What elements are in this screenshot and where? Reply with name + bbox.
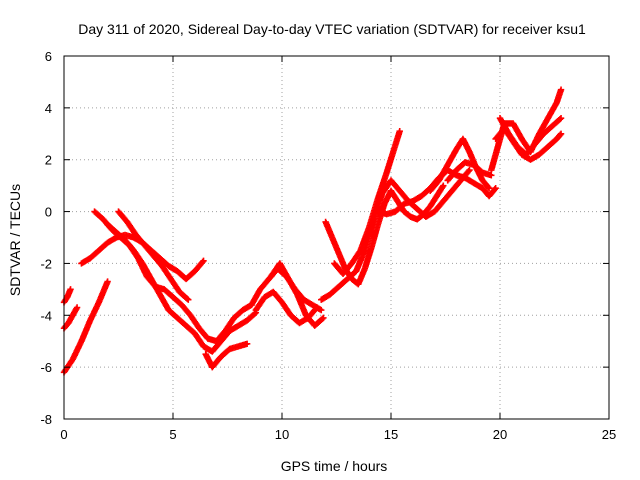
data-point (465, 168, 472, 175)
y-tick-label: 4 (45, 101, 52, 116)
grid (64, 56, 609, 419)
data-point (199, 258, 206, 266)
x-tick-label: 25 (602, 427, 616, 442)
series-trace-17 (444, 159, 495, 184)
data-point (183, 295, 191, 302)
data-point (557, 130, 565, 137)
x-tick-label: 20 (493, 427, 507, 442)
y-tick-label: 0 (45, 205, 52, 220)
data-point (557, 86, 565, 93)
y-tick-label: -6 (40, 360, 52, 375)
data-point (320, 314, 327, 322)
series-trace-10 (252, 288, 321, 327)
chart-title: Day 311 of 2020, Sidereal Day-to-day VTE… (78, 21, 586, 37)
x-tick-label: 5 (169, 427, 176, 442)
data-point (200, 257, 207, 265)
series-trace-20 (496, 115, 565, 158)
data-point (440, 182, 447, 189)
series-trace-6 (104, 221, 260, 355)
y-tick-label: -8 (40, 412, 52, 427)
data-point (492, 185, 499, 192)
data-point (484, 183, 492, 191)
series-trace-11 (267, 260, 327, 329)
y-tick-label: 2 (45, 153, 52, 168)
x-tick-label: 10 (275, 427, 289, 442)
data-point (557, 115, 565, 122)
series-trace-1 (60, 278, 111, 376)
data-point (243, 340, 251, 348)
x-axis-label: GPS time / hours (281, 458, 388, 474)
series-trace-13 (318, 166, 473, 303)
axis-ticks: 0 5 10 15 20 25 -8 -6 -4 -2 0 2 4 6 (40, 49, 616, 442)
series-trace-14 (331, 127, 403, 277)
series-trace-3 (60, 286, 74, 306)
data-point (312, 305, 320, 312)
data-point (319, 315, 326, 323)
data-point (73, 304, 81, 311)
data-point (439, 183, 446, 191)
data-point (185, 296, 192, 303)
data-point (491, 186, 498, 193)
y-tick-label: 6 (45, 49, 52, 64)
data-point (104, 278, 111, 285)
series-trace-8 (202, 340, 251, 371)
data-point (556, 131, 564, 139)
data-point (485, 185, 493, 192)
x-tick-label: 15 (384, 427, 398, 442)
data-point (67, 286, 74, 293)
y-tick-label: -4 (40, 308, 52, 323)
y-tick-label: -2 (40, 256, 52, 271)
data-point (318, 306, 325, 314)
data-point (396, 127, 403, 135)
data-point (251, 310, 258, 317)
data-point (466, 166, 473, 174)
plot-frame (63, 55, 610, 420)
data-points (60, 86, 565, 376)
data-point (313, 304, 321, 311)
series-trace-7 (115, 208, 192, 303)
series-trace-12 (322, 182, 447, 288)
x-tick-label: 0 (60, 427, 67, 442)
series-trace-4 (78, 231, 207, 283)
y-axis-label: SDTVAR / TECUs (7, 184, 23, 296)
data-point (556, 116, 564, 123)
